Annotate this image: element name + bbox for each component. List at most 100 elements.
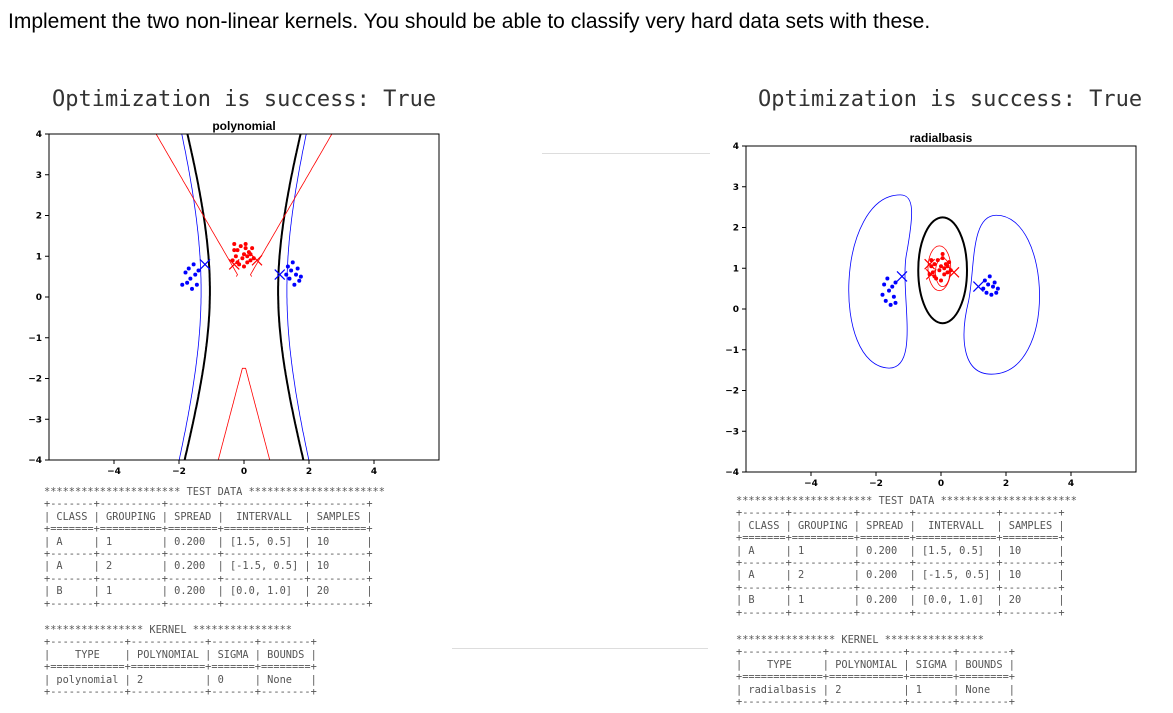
- instruction-text: Implement the two non-linear kernels. Yo…: [8, 10, 931, 33]
- data-point: [945, 270, 950, 275]
- y-tick-label: −1: [28, 334, 42, 344]
- data-point: [890, 284, 895, 289]
- data-point: [947, 260, 952, 265]
- margin-negative: [286, 134, 310, 460]
- data-point: [248, 258, 253, 263]
- data-point: [235, 248, 240, 253]
- data-point: [939, 264, 943, 269]
- data-point: [942, 272, 947, 277]
- kernel-table-left: **************** KERNEL ****************…: [44, 624, 317, 699]
- data-point: [992, 280, 997, 285]
- x-tick-label: −2: [172, 467, 186, 477]
- test-data-table-left: ********************** TEST DATA *******…: [44, 486, 385, 610]
- data-point: [240, 256, 245, 261]
- data-point: [885, 276, 890, 281]
- data-point: [940, 256, 945, 261]
- margin-positive: [927, 245, 952, 292]
- data-point: [186, 266, 191, 271]
- x-tick-label: 2: [306, 467, 312, 477]
- x-tick-label: −4: [804, 479, 818, 489]
- x-tick-label: −4: [107, 467, 121, 477]
- y-tick-label: 0: [36, 293, 42, 303]
- data-point: [188, 276, 193, 281]
- margin-negative: [178, 134, 202, 460]
- x-tick-label: 4: [371, 467, 377, 477]
- support-vector-marker: [896, 270, 908, 282]
- data-point: [883, 298, 888, 303]
- data-point: [880, 292, 885, 297]
- data-point: [945, 264, 950, 269]
- support-vector-marker: [924, 258, 936, 270]
- data-point: [242, 264, 246, 269]
- plot-area: [848, 194, 1040, 375]
- plot-area: [155, 134, 333, 460]
- data-point: [294, 272, 298, 277]
- data-point: [989, 292, 994, 297]
- data-point: [232, 248, 237, 253]
- plot-frame: [745, 145, 1137, 473]
- y-tick-label: 3: [733, 183, 739, 193]
- margin-negative: [848, 194, 913, 369]
- x-tick-label: 2: [1003, 479, 1009, 489]
- data-point: [882, 282, 887, 287]
- data-point: [245, 254, 250, 259]
- margin-negative: [963, 214, 1040, 375]
- x-tick-label: 0: [241, 467, 247, 477]
- margin-positive: [250, 134, 333, 277]
- y-tick-label: −2: [28, 375, 42, 385]
- data-point: [891, 294, 896, 299]
- data-point: [297, 278, 302, 283]
- y-tick-label: −4: [28, 456, 42, 466]
- support-vector-marker: [948, 266, 960, 278]
- data-point: [194, 282, 199, 287]
- data-point: [939, 278, 943, 283]
- data-point: [242, 252, 246, 257]
- data-point: [248, 252, 253, 257]
- data-point: [932, 262, 937, 267]
- data-point: [984, 290, 989, 295]
- kernel-table-right: **************** KERNEL ****************…: [736, 634, 1015, 709]
- data-point: [887, 288, 891, 293]
- plot-frame: [48, 133, 440, 461]
- margin-positive: [217, 367, 271, 460]
- y-tick-label: 3: [36, 171, 42, 181]
- data-point: [290, 260, 295, 265]
- polynomial-chart: polynomial −4 −2 0 2 4 −4 −3 −2 −1 0 1 2 3 4: [28, 119, 440, 477]
- data-point: [982, 278, 987, 283]
- data-point: [232, 242, 237, 247]
- data-point: [190, 286, 194, 291]
- data-point: [893, 300, 898, 305]
- data-point: [180, 282, 185, 287]
- divider-line: [542, 153, 710, 154]
- y-tick-label: 0: [733, 305, 739, 315]
- data-point: [233, 254, 238, 259]
- data-point: [893, 280, 898, 285]
- decision-boundary: [917, 216, 968, 325]
- x-tick-label: 0: [938, 479, 944, 489]
- y-tick-label: −3: [725, 427, 739, 437]
- support-vector-marker: [972, 281, 984, 293]
- y-tick-label: 2: [36, 212, 42, 222]
- radialbasis-chart: radialbasis −4 −2 0 2 4 −4 −3 −2 −1 0 1 2 3 4: [725, 131, 1137, 489]
- y-tick-label: 1: [36, 252, 42, 262]
- data-point: [245, 260, 250, 265]
- data-point: [284, 272, 289, 277]
- data-point: [196, 268, 201, 273]
- y-tick-label: 2: [733, 224, 739, 234]
- optimization-status-right: Optimization is success: True: [758, 87, 1143, 112]
- data-point: [942, 266, 947, 271]
- data-point: [292, 282, 297, 287]
- support-vector-marker: [925, 268, 937, 280]
- y-tick-label: −4: [725, 468, 739, 478]
- y-tick-label: 4: [36, 130, 42, 140]
- data-point: [991, 284, 995, 289]
- data-point: [243, 246, 248, 251]
- data-point: [937, 268, 942, 273]
- support-vector-marker: [228, 258, 240, 270]
- y-tick-label: −3: [28, 415, 42, 425]
- data-point: [191, 262, 196, 267]
- test-data-table-right: ********************** TEST DATA *******…: [736, 495, 1077, 619]
- data-point: [995, 286, 1000, 291]
- data-point: [940, 251, 945, 256]
- data-point: [287, 276, 292, 281]
